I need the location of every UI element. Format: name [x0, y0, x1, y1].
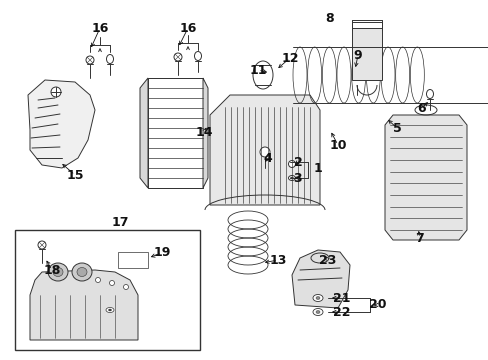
- Ellipse shape: [48, 263, 68, 281]
- Text: 1: 1: [313, 162, 322, 175]
- Ellipse shape: [95, 278, 101, 283]
- Ellipse shape: [260, 147, 269, 157]
- Ellipse shape: [77, 267, 87, 276]
- Ellipse shape: [194, 51, 201, 60]
- Text: 21: 21: [332, 292, 350, 305]
- Text: 15: 15: [66, 168, 83, 181]
- Ellipse shape: [290, 177, 293, 179]
- Ellipse shape: [288, 176, 295, 180]
- Text: 16: 16: [179, 22, 196, 35]
- Polygon shape: [384, 115, 466, 240]
- Text: 9: 9: [353, 49, 362, 62]
- Text: 8: 8: [325, 12, 334, 24]
- Ellipse shape: [108, 309, 111, 311]
- Text: 5: 5: [392, 122, 401, 135]
- Text: 19: 19: [153, 247, 170, 260]
- Text: 12: 12: [281, 51, 298, 64]
- Text: 17: 17: [111, 216, 128, 229]
- Ellipse shape: [426, 90, 433, 99]
- Text: 13: 13: [269, 253, 286, 266]
- Polygon shape: [209, 95, 319, 205]
- Ellipse shape: [312, 294, 323, 302]
- Ellipse shape: [51, 87, 61, 97]
- Ellipse shape: [312, 309, 323, 315]
- Polygon shape: [28, 80, 95, 168]
- Polygon shape: [30, 270, 138, 340]
- Polygon shape: [291, 250, 349, 308]
- Bar: [118, 252, 148, 268]
- Text: 14: 14: [195, 126, 212, 139]
- Text: 22: 22: [332, 306, 350, 319]
- Bar: [15, 230, 200, 350]
- Ellipse shape: [106, 54, 113, 63]
- Text: 20: 20: [368, 298, 386, 311]
- Ellipse shape: [123, 284, 128, 289]
- Text: 2: 2: [293, 156, 302, 168]
- Bar: [351, 28, 381, 80]
- Text: 4: 4: [263, 152, 272, 165]
- Text: 23: 23: [319, 253, 336, 266]
- Ellipse shape: [72, 263, 92, 281]
- Ellipse shape: [86, 56, 94, 64]
- Ellipse shape: [38, 241, 46, 249]
- Text: 3: 3: [293, 171, 302, 185]
- Text: 11: 11: [249, 63, 266, 77]
- Ellipse shape: [288, 161, 295, 167]
- Ellipse shape: [53, 267, 63, 276]
- Polygon shape: [140, 78, 148, 188]
- Ellipse shape: [106, 307, 114, 312]
- Ellipse shape: [174, 53, 182, 61]
- Text: 7: 7: [415, 231, 424, 244]
- Text: 16: 16: [91, 22, 108, 35]
- Polygon shape: [203, 78, 207, 188]
- Text: 6: 6: [417, 102, 426, 114]
- Ellipse shape: [315, 297, 319, 300]
- Ellipse shape: [109, 280, 114, 285]
- Ellipse shape: [315, 310, 319, 314]
- Text: 10: 10: [328, 139, 346, 152]
- Text: 18: 18: [43, 264, 61, 276]
- Bar: [148, 78, 203, 188]
